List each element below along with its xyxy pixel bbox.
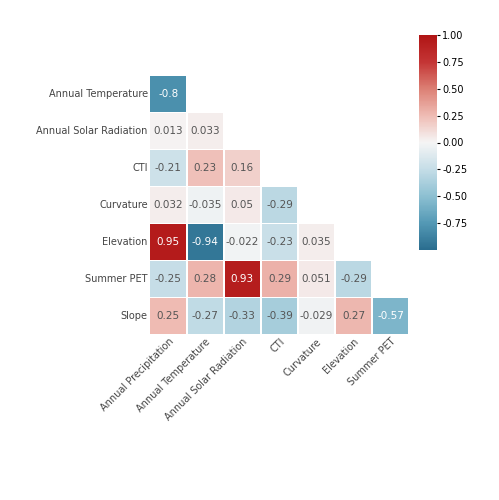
Text: -0.29: -0.29 [340, 274, 367, 284]
Text: 0.95: 0.95 [157, 237, 180, 247]
Text: Slope: Slope [121, 311, 148, 321]
Text: 0.27: 0.27 [342, 311, 365, 321]
Bar [188, 262, 223, 297]
Text: Annual Solar Radiation: Annual Solar Radiation [164, 336, 250, 422]
Bar [225, 187, 260, 223]
Text: Elevation: Elevation [321, 336, 361, 376]
Text: -0.29: -0.29 [266, 200, 293, 210]
Text: 0.16: 0.16 [231, 163, 254, 173]
Text: -0.27: -0.27 [192, 311, 219, 321]
Text: -0.21: -0.21 [155, 163, 182, 173]
Bar [261, 262, 297, 297]
Bar [188, 224, 223, 260]
Text: Summer PET: Summer PET [85, 274, 148, 284]
Text: -0.39: -0.39 [266, 311, 293, 321]
Text: 0.051: 0.051 [302, 274, 331, 284]
Text: 0.032: 0.032 [153, 200, 183, 210]
Bar [299, 298, 334, 334]
Text: -0.23: -0.23 [266, 237, 293, 247]
Text: Elevation: Elevation [102, 237, 148, 247]
Text: Annual Temperature: Annual Temperature [135, 336, 213, 414]
Text: 0.23: 0.23 [194, 163, 217, 173]
Text: CTI: CTI [132, 163, 148, 173]
Bar [150, 262, 186, 297]
Text: 0.035: 0.035 [302, 237, 331, 247]
Text: 0.29: 0.29 [268, 274, 291, 284]
Bar [225, 298, 260, 334]
Bar [336, 262, 371, 297]
Bar [150, 187, 186, 223]
Text: 0.013: 0.013 [153, 126, 183, 136]
Text: 0.05: 0.05 [231, 200, 254, 210]
Bar [225, 150, 260, 186]
Text: 0.033: 0.033 [191, 126, 220, 136]
Bar [188, 298, 223, 334]
Bar [225, 224, 260, 260]
Text: Curvature: Curvature [282, 336, 323, 378]
Text: Annual Temperature: Annual Temperature [49, 89, 148, 99]
Bar [188, 113, 223, 148]
Text: -0.029: -0.029 [300, 311, 333, 321]
Bar [299, 262, 334, 297]
Text: -0.8: -0.8 [158, 89, 178, 99]
Bar [261, 298, 297, 334]
Bar [150, 150, 186, 186]
Text: Annual Solar Radiation: Annual Solar Radiation [36, 126, 148, 136]
Text: -0.25: -0.25 [155, 274, 182, 284]
Bar [225, 262, 260, 297]
Text: -0.022: -0.022 [226, 237, 259, 247]
Text: -0.33: -0.33 [229, 311, 256, 321]
Text: Summer PET: Summer PET [346, 336, 398, 388]
Bar [261, 187, 297, 223]
Bar [150, 298, 186, 334]
Text: Curvature: Curvature [99, 200, 148, 210]
Text: 0.93: 0.93 [231, 274, 254, 284]
Text: -0.57: -0.57 [377, 311, 404, 321]
Bar [150, 224, 186, 260]
Text: -0.94: -0.94 [192, 237, 219, 247]
Bar [336, 298, 371, 334]
Bar [150, 113, 186, 148]
Bar [261, 224, 297, 260]
Text: -0.035: -0.035 [189, 200, 222, 210]
Text: 0.28: 0.28 [194, 274, 217, 284]
Bar [373, 298, 409, 334]
Text: CTI: CTI [268, 336, 286, 354]
Text: Annual Precipitation: Annual Precipitation [98, 336, 175, 413]
Bar [188, 150, 223, 186]
Bar [299, 224, 334, 260]
Bar [188, 187, 223, 223]
Text: 0.25: 0.25 [157, 311, 180, 321]
Bar [150, 76, 186, 112]
